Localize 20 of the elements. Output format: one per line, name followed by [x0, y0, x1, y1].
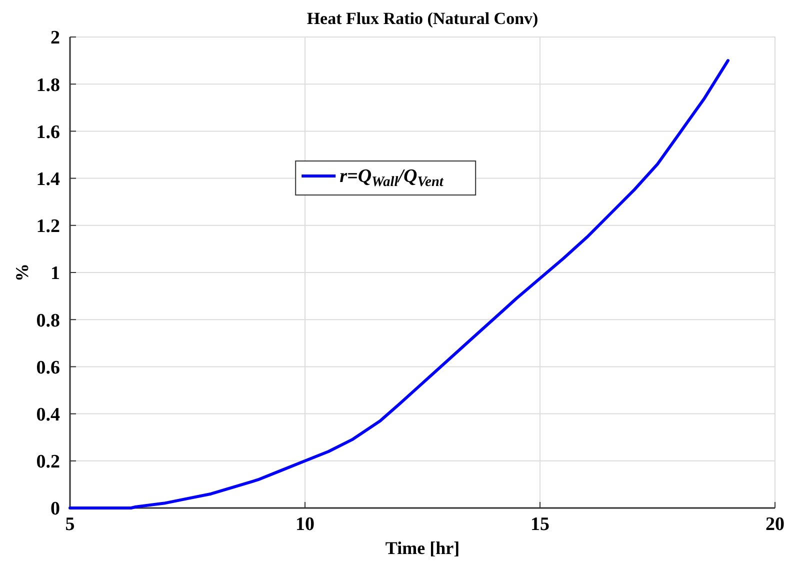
- x-axis-title: Time [hr]: [385, 538, 460, 558]
- y-tick-label: 1.4: [36, 168, 60, 190]
- y-tick-label: 1.8: [36, 74, 60, 96]
- y-tick-label: 0: [50, 498, 60, 520]
- chart-title: Heat Flux Ratio (Natural Conv): [306, 9, 538, 28]
- y-tick-label: 0.4: [36, 404, 60, 426]
- x-tick-label: 10: [296, 514, 314, 535]
- y-tick-label: 2: [50, 28, 60, 49]
- y-tick-label: 1: [50, 263, 60, 284]
- legend-label: r=Q$_{Wall}$/Q$_{Vent}$: [340, 166, 444, 190]
- y-tick-label: 0.8: [36, 310, 60, 332]
- x-tick-label: 15: [530, 514, 550, 535]
- y-tick-label: 1.6: [36, 122, 60, 143]
- x-tick-label: 20: [766, 514, 784, 535]
- y-tick-label: 1.2: [36, 216, 60, 238]
- y-axis-title: %: [12, 264, 32, 282]
- x-tick-label: 5: [65, 514, 75, 535]
- line-series: [68, 59, 730, 510]
- y-tick-label: 0.2: [36, 452, 60, 473]
- y-tick-label: 0.6: [36, 357, 60, 378]
